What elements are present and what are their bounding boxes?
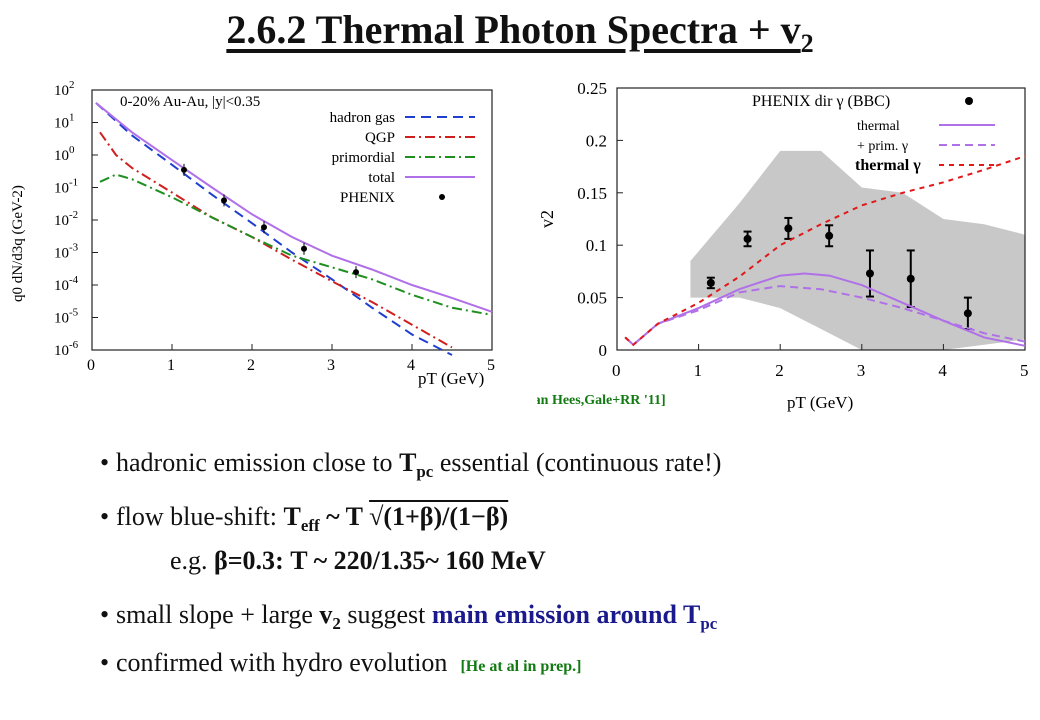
bullet-dot: • — [100, 600, 110, 629]
right-phenix-point — [906, 274, 915, 283]
right-xtick-label: 5 — [1020, 361, 1029, 380]
right-plot-svg: 0 1 2 3 4 5 0 0.05 0.1 0.15 0.2 0.25 PHENIX dir γ (… — [522, 79, 1029, 412]
left-spectrum-plot: 0 1 2 3 4 5 102 101 100 10-1 10-2 10-3 10-4 10-5 10-6 … — [0, 72, 512, 390]
bullet-3: • small slope + large v2 suggest main emi… — [100, 600, 718, 634]
bullet-dot: • — [100, 448, 110, 477]
slide-title: 2.6.2 Thermal Photon Spectra + v2 — [0, 6, 1040, 59]
bullet-1: • hadronic emission close to Tpc essentia… — [100, 448, 722, 482]
right-xlabel: pT (GeV) — [787, 393, 853, 412]
right-xtick-label: 4 — [938, 361, 947, 380]
right-phenix-point — [825, 231, 834, 240]
left-plot-svg: 0 1 2 3 4 510210110010-110-210-310-410-510-6 … — [10, 79, 495, 388]
right-ytick-label: 0.05 — [577, 289, 607, 308]
left-plot-header: 0-20% Au-Au, |y|<0.35 — [120, 94, 260, 110]
left-xlabel: pT (GeV) — [418, 369, 484, 388]
left-legend-marker — [439, 194, 445, 200]
left-ytick-label: 100 — [54, 144, 75, 164]
right-ylabel: v2 — [537, 210, 557, 228]
right-ytick-label: 0.2 — [586, 131, 607, 150]
sqrt-expression: √(1+β)/(1−β) — [369, 502, 509, 531]
left-ytick-label: 10-2 — [54, 209, 78, 229]
right-ytick-label: 0.25 — [577, 79, 607, 98]
right-xtick-label: 0 — [612, 361, 621, 380]
left-ytick-label: 10-4 — [54, 274, 79, 294]
left-legend-label: QGP — [365, 130, 395, 146]
right-legend-label: thermal — [857, 119, 900, 134]
right-xtick-label: 2 — [775, 361, 784, 380]
left-xtick-label: 4 — [407, 357, 415, 374]
right-phenix-point — [784, 224, 793, 233]
bullet-2-example: e.g. β=0.3: T ~ 220/1.35~ 160 MeV — [170, 546, 546, 575]
right-phenix-point — [963, 309, 972, 318]
title-text: 2.6.2 Thermal Photon Spectra + v — [226, 7, 801, 52]
bullet-dot: • — [100, 502, 110, 531]
right-v2-plot: 0 1 2 3 4 5 0 0.05 0.1 0.15 0.2 0.25 PHENIX dir γ (… — [522, 78, 1031, 412]
left-ytick-label: 10-3 — [54, 242, 79, 262]
left-legend-label: PHENIX — [340, 190, 395, 206]
left-axes-frame — [91, 89, 493, 351]
right-phenix-point — [743, 234, 752, 243]
right-legend-label: thermal γ — [855, 157, 921, 174]
right-phenix-point — [706, 278, 715, 287]
left-legend-label: total — [368, 170, 395, 186]
left-ytick-label: 102 — [54, 79, 75, 99]
citation-label: [van Hees,Gale+RR '11] — [537, 393, 666, 408]
title-subscript: 2 — [800, 29, 814, 58]
left-xtick-label: 1 — [167, 357, 175, 374]
left-xtick-label: 2 — [247, 357, 255, 374]
left-legend-label: hadron gas — [330, 110, 396, 126]
left-ytick-label: 10-5 — [54, 307, 79, 327]
right-ytick-label: 0 — [599, 341, 608, 360]
bullet-2: • flow blue-shift: Teff ~ T √(1+β)/(1−β) — [100, 502, 509, 536]
right-legend-label: PHENIX dir γ (BBC) — [752, 93, 890, 110]
left-ytick-label: 10-1 — [54, 177, 78, 197]
right-line-thermal- — [624, 155, 1026, 347]
bullet-4: • confirmed with hydro evolution [He at a… — [100, 648, 582, 677]
left-ytick-label: 101 — [54, 112, 75, 132]
left-line-total — [95, 102, 493, 313]
left-line-primordial — [99, 173, 493, 316]
reference-note: [He at al in prep.] — [460, 658, 582, 675]
right-xtick-label: 3 — [857, 361, 866, 380]
left-legend-label: primordial — [332, 150, 395, 166]
bullet-dot: • — [100, 648, 110, 677]
right-xtick-label: 1 — [694, 361, 703, 380]
right-axes-frame — [616, 87, 1026, 351]
right-uncertainty-band — [690, 150, 1025, 350]
right-ytick-label: 0.15 — [577, 184, 607, 203]
left-ytick-label: 10-6 — [54, 339, 79, 359]
left-xtick-label: 3 — [327, 357, 335, 374]
left-xtick-label: 5 — [487, 357, 495, 374]
left-line-hadron-gas — [95, 102, 453, 356]
left-ylabel: q0 dN/d3q (GeV-2) — [10, 185, 26, 302]
right-legend-label: + prim. γ — [857, 139, 908, 154]
right-legend-marker — [965, 97, 973, 105]
right-ytick-label: 0.1 — [586, 236, 607, 255]
left-xtick-label: 0 — [87, 357, 95, 374]
right-phenix-point — [865, 269, 874, 278]
